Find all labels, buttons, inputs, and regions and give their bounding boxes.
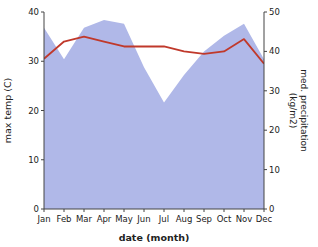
x-tick	[224, 209, 225, 212]
y2-axis-line	[264, 12, 265, 209]
chart: JanFebMarAprMayJunJulAugSepOctNovDec0102…	[0, 0, 318, 247]
x-tick-label: Mar	[76, 214, 93, 224]
axes: JanFebMarAprMayJunJulAugSepOctNovDec0102…	[28, 7, 280, 224]
y2-tick-label: 10	[269, 165, 280, 175]
y2-axis-title: med. precipitation(kg/m2)	[288, 69, 309, 151]
x-tick	[164, 209, 165, 212]
y2-tick	[264, 169, 267, 170]
x-tick-label: Feb	[56, 214, 71, 224]
y2-tick	[264, 90, 267, 91]
x-tick	[104, 209, 105, 212]
x-tick-label: Aug	[176, 214, 193, 224]
y2-axis-title-line: (kg/m2)	[288, 93, 298, 128]
y2-axis-title-line: med. precipitation	[299, 69, 309, 151]
y-tick-label: 20	[28, 106, 39, 116]
x-tick	[184, 209, 185, 212]
x-tick-label: Apr	[97, 214, 112, 224]
x-tick-label: Jul	[158, 214, 169, 224]
y2-tick-label: 30	[269, 86, 280, 96]
y-tick	[41, 61, 44, 62]
y-tick	[41, 12, 44, 13]
x-tick	[84, 209, 85, 212]
y2-tick-label: 20	[269, 125, 280, 135]
x-axis-line	[44, 209, 264, 210]
x-tick-label: Jun	[136, 214, 150, 224]
y2-tick	[264, 209, 267, 210]
x-tick-label: Dec	[256, 214, 273, 224]
y-tick	[41, 159, 44, 160]
x-tick	[204, 209, 205, 212]
x-tick	[144, 209, 145, 212]
y-tick	[41, 209, 44, 210]
x-axis-title: date (month)	[119, 232, 190, 243]
y2-tick	[264, 12, 267, 13]
y2-tick-label: 0	[269, 204, 274, 214]
x-tick-label: Nov	[236, 214, 253, 224]
y-tick-label: 10	[28, 155, 39, 165]
x-tick-label: May	[115, 214, 133, 224]
y2-tick-label: 50	[269, 7, 280, 17]
data-layer	[44, 20, 264, 209]
y-axis-title: max temp (C)	[2, 78, 13, 144]
x-tick-label: Jan	[36, 214, 50, 224]
x-tick	[244, 209, 245, 212]
temp-line	[44, 37, 264, 64]
x-tick-label: Oct	[217, 214, 232, 224]
y-tick	[41, 110, 44, 111]
y2-tick	[264, 130, 267, 131]
y2-tick	[264, 51, 267, 52]
x-tick-label: Sep	[196, 214, 212, 224]
x-tick	[64, 209, 65, 212]
y2-tick-label: 40	[269, 46, 280, 56]
x-tick	[124, 209, 125, 212]
y-tick-label: 40	[28, 7, 39, 17]
y-tick-label: 30	[28, 56, 39, 66]
y-tick-label: 0	[34, 204, 39, 214]
precip-area	[44, 20, 264, 209]
